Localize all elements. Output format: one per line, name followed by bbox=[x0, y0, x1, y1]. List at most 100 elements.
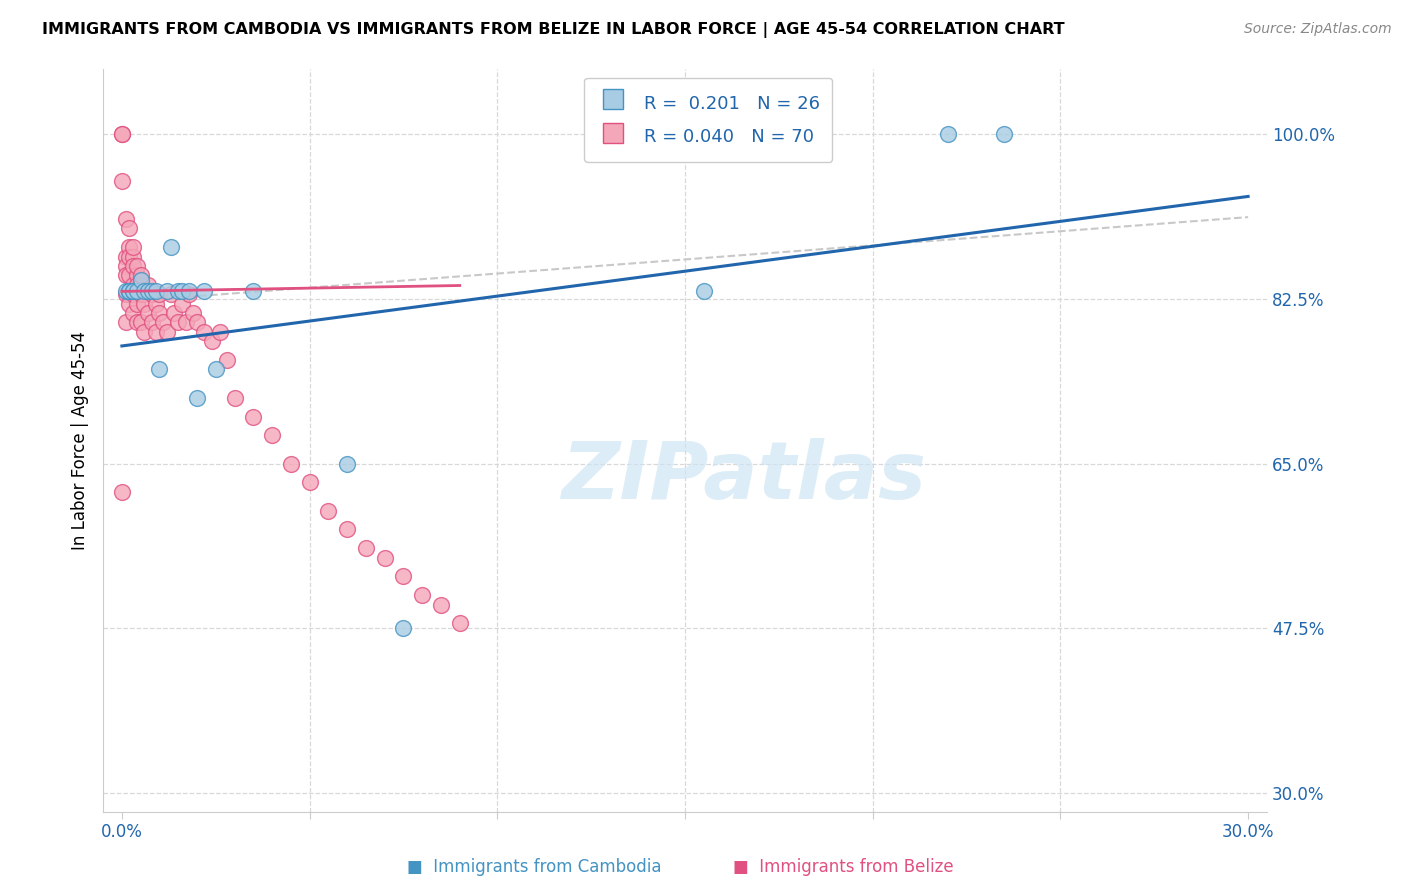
Point bbox=[201, 334, 224, 349]
Point bbox=[298, 475, 321, 490]
Point bbox=[111, 174, 134, 188]
Point bbox=[392, 569, 415, 583]
Point bbox=[215, 353, 238, 368]
Point bbox=[167, 315, 190, 329]
Point bbox=[204, 362, 226, 376]
Point bbox=[936, 128, 959, 142]
Point bbox=[114, 287, 136, 301]
Point bbox=[208, 325, 231, 339]
Point bbox=[693, 285, 716, 299]
Point bbox=[134, 296, 156, 310]
Point bbox=[148, 306, 170, 320]
Point bbox=[156, 325, 179, 339]
Point bbox=[136, 277, 159, 292]
Point bbox=[354, 541, 377, 556]
Point bbox=[122, 285, 145, 299]
Text: ■  Immigrants from Cambodia: ■ Immigrants from Cambodia bbox=[406, 858, 662, 876]
Text: ZIPatlas: ZIPatlas bbox=[561, 438, 925, 516]
Point bbox=[129, 268, 152, 283]
Point bbox=[170, 285, 193, 299]
Point bbox=[374, 550, 396, 565]
Point bbox=[170, 296, 193, 310]
Point bbox=[125, 296, 148, 310]
Point bbox=[186, 391, 208, 405]
Point bbox=[118, 221, 141, 235]
Point bbox=[114, 285, 136, 299]
Point bbox=[430, 598, 453, 612]
Point bbox=[179, 287, 201, 301]
Point bbox=[224, 391, 246, 405]
Point bbox=[181, 306, 204, 320]
Point bbox=[336, 522, 359, 536]
Point bbox=[392, 621, 415, 635]
Point bbox=[134, 287, 156, 301]
Point bbox=[111, 128, 134, 142]
Point bbox=[118, 296, 141, 310]
Point bbox=[122, 277, 145, 292]
Point bbox=[262, 428, 284, 442]
Point bbox=[336, 457, 359, 471]
Point bbox=[118, 240, 141, 254]
Point bbox=[193, 325, 215, 339]
Point bbox=[174, 315, 197, 329]
Point bbox=[242, 409, 264, 424]
Point bbox=[145, 285, 167, 299]
Point bbox=[148, 362, 170, 376]
Point bbox=[163, 306, 186, 320]
Point bbox=[141, 287, 163, 301]
Point bbox=[179, 285, 201, 299]
Point bbox=[318, 503, 340, 517]
Point bbox=[125, 259, 148, 273]
Point bbox=[134, 325, 156, 339]
Point bbox=[122, 306, 145, 320]
Point bbox=[449, 616, 471, 631]
Text: ■  Immigrants from Belize: ■ Immigrants from Belize bbox=[734, 858, 953, 876]
Point bbox=[993, 128, 1015, 142]
Point bbox=[136, 306, 159, 320]
Point bbox=[114, 268, 136, 283]
Point bbox=[118, 287, 141, 301]
Point bbox=[129, 315, 152, 329]
Point bbox=[145, 296, 167, 310]
Point bbox=[141, 315, 163, 329]
Point bbox=[152, 315, 174, 329]
Point bbox=[134, 285, 156, 299]
Point bbox=[118, 250, 141, 264]
Point bbox=[136, 285, 159, 299]
Point bbox=[114, 212, 136, 227]
Point bbox=[118, 285, 141, 299]
Point bbox=[125, 277, 148, 292]
Text: Source: ZipAtlas.com: Source: ZipAtlas.com bbox=[1244, 22, 1392, 37]
Point bbox=[122, 287, 145, 301]
Point bbox=[118, 268, 141, 283]
Point bbox=[111, 484, 134, 499]
Point bbox=[129, 277, 152, 292]
Point bbox=[122, 240, 145, 254]
Point bbox=[148, 287, 170, 301]
Point bbox=[118, 285, 141, 299]
Point bbox=[141, 285, 163, 299]
Point bbox=[159, 287, 181, 301]
Point bbox=[411, 588, 433, 602]
Point bbox=[186, 315, 208, 329]
Point bbox=[156, 285, 179, 299]
Point bbox=[125, 285, 148, 299]
Point bbox=[125, 268, 148, 283]
Text: IMMIGRANTS FROM CAMBODIA VS IMMIGRANTS FROM BELIZE IN LABOR FORCE | AGE 45-54 CO: IMMIGRANTS FROM CAMBODIA VS IMMIGRANTS F… bbox=[42, 22, 1064, 38]
Legend: R =  0.201   N = 26, R = 0.040   N = 70: R = 0.201 N = 26, R = 0.040 N = 70 bbox=[583, 78, 832, 162]
Point bbox=[111, 128, 134, 142]
Point bbox=[167, 285, 190, 299]
Point bbox=[125, 315, 148, 329]
Point bbox=[122, 250, 145, 264]
Point bbox=[129, 287, 152, 301]
Point bbox=[280, 457, 302, 471]
Point bbox=[242, 285, 264, 299]
Point bbox=[129, 273, 152, 287]
Point bbox=[122, 259, 145, 273]
Point bbox=[145, 325, 167, 339]
Point bbox=[193, 285, 215, 299]
Point bbox=[114, 250, 136, 264]
Y-axis label: In Labor Force | Age 45-54: In Labor Force | Age 45-54 bbox=[72, 331, 89, 549]
Point bbox=[122, 285, 145, 299]
Point bbox=[114, 259, 136, 273]
